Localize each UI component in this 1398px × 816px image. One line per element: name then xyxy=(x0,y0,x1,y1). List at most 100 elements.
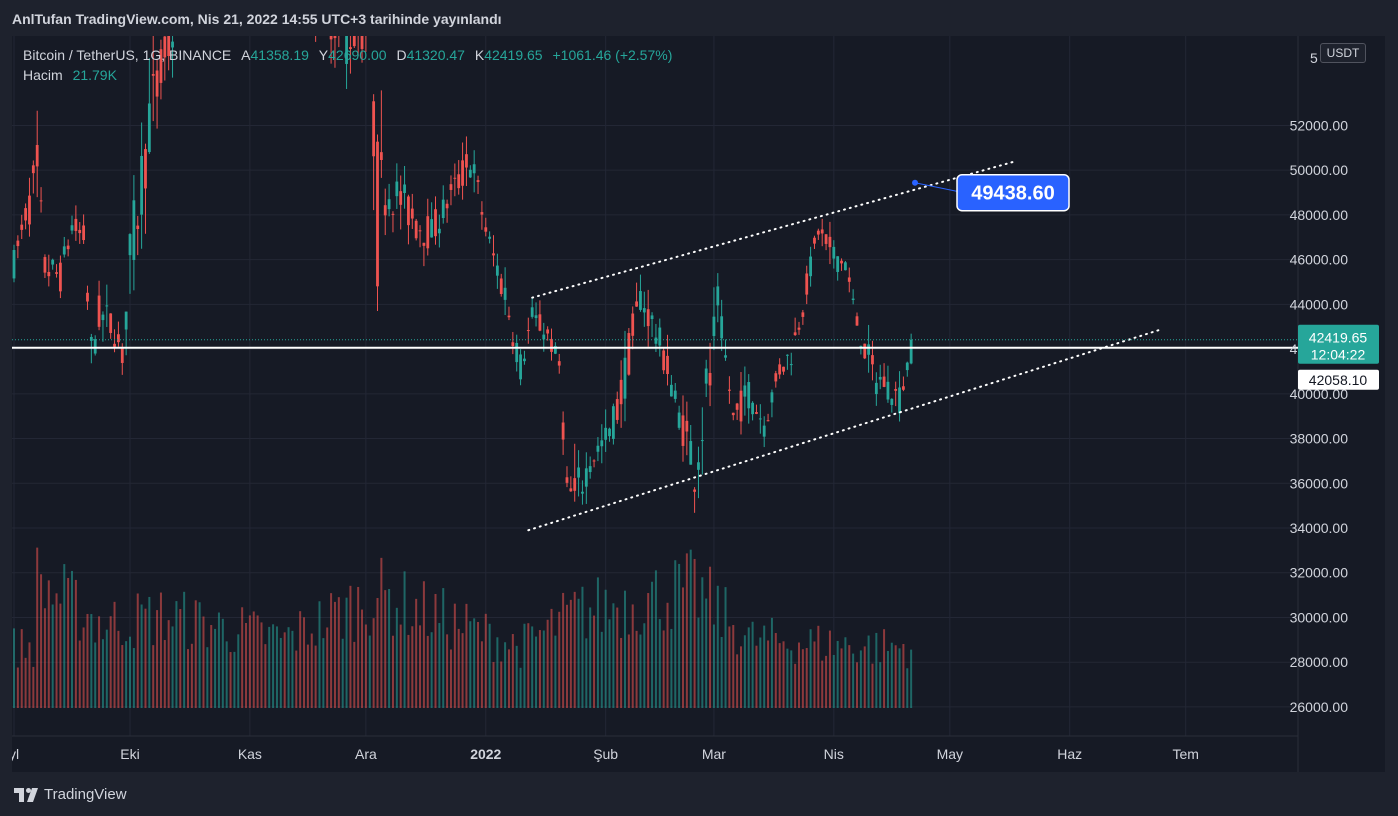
candle-body xyxy=(739,390,743,422)
volume-bar xyxy=(252,611,255,708)
volume-bar xyxy=(306,644,309,708)
candle-body xyxy=(109,313,113,333)
candle-body xyxy=(391,213,395,215)
footer: TradingView xyxy=(0,772,1398,816)
volume-bar xyxy=(32,666,35,708)
volume-bar xyxy=(852,653,855,708)
volume-bar xyxy=(90,614,93,708)
candle-body xyxy=(155,70,159,97)
volume-bar xyxy=(407,634,410,708)
candle-body xyxy=(28,195,31,225)
volume-bar xyxy=(229,652,232,708)
volume-bar xyxy=(778,643,781,708)
candle-body xyxy=(592,460,596,462)
candle-body xyxy=(766,420,770,422)
volume-bar xyxy=(573,591,576,708)
candle-body xyxy=(550,338,553,352)
volume-bar xyxy=(786,648,789,708)
y-tick-label-partial: 5 xyxy=(1310,50,1318,66)
volume-bar xyxy=(426,635,429,708)
candle-body xyxy=(352,36,356,47)
volume-bar xyxy=(78,640,81,708)
tradingview-logo[interactable]: TradingView xyxy=(14,786,127,803)
candle-body xyxy=(147,103,151,153)
volume-bar xyxy=(774,633,777,708)
candle-body xyxy=(128,234,132,256)
volume-bar xyxy=(492,662,495,708)
candle-body xyxy=(31,165,35,174)
lower-channel-line xyxy=(527,327,1164,532)
candle-body xyxy=(120,348,124,363)
volume-bar xyxy=(167,620,170,708)
candle-body xyxy=(662,350,666,371)
volume-bar xyxy=(608,619,611,708)
candle-body xyxy=(499,278,503,294)
volume-bar xyxy=(372,618,375,708)
candle-body xyxy=(144,149,147,189)
volume-bar xyxy=(473,618,476,708)
candle-body xyxy=(874,382,878,395)
price-chart[interactable]: 49438.60 26000.00 28000.00 30000.00 32000.00… xyxy=(12,36,1385,772)
candle-body xyxy=(495,265,499,276)
volume-bar xyxy=(871,663,874,708)
low-value: 41320.47 xyxy=(406,47,465,63)
candle-body xyxy=(584,468,588,487)
volume-bar xyxy=(295,650,298,708)
volume-bar xyxy=(910,649,913,708)
close-key: K xyxy=(474,47,485,63)
candle-body xyxy=(782,366,785,372)
volume-bar xyxy=(117,630,120,708)
volume-bar xyxy=(152,645,155,708)
volume-bar xyxy=(16,667,19,708)
volume-bar xyxy=(105,629,108,708)
volume-bar xyxy=(140,604,143,708)
candle-body xyxy=(507,315,511,318)
chart-area[interactable]: 49438.60 26000.00 28000.00 30000.00 32000.00… xyxy=(12,36,1385,772)
candle-body xyxy=(700,440,704,442)
candle-body xyxy=(820,229,824,234)
volume-bar xyxy=(488,623,491,708)
candle-body xyxy=(97,295,101,327)
volume-bar xyxy=(341,638,344,708)
candle-body xyxy=(117,334,120,343)
volume-bar xyxy=(337,597,340,708)
volume-bar xyxy=(643,623,646,708)
symbol-title[interactable]: Bitcoin / TetherUS, 1G, BINANCE xyxy=(23,47,232,63)
candle-body xyxy=(867,344,871,355)
candle-body xyxy=(666,355,669,375)
candle-body xyxy=(859,345,863,347)
x-tick-label: May xyxy=(937,746,963,762)
candle-body xyxy=(693,489,696,492)
volume-bar xyxy=(716,585,719,708)
volume-bar xyxy=(438,623,441,708)
volume-bar xyxy=(535,636,538,708)
candle-body xyxy=(863,343,867,359)
candle-body xyxy=(805,273,809,295)
candle-body xyxy=(345,36,348,64)
volume-bar xyxy=(519,667,522,708)
currency-button[interactable]: USDT xyxy=(1320,43,1366,63)
volume-bar xyxy=(179,609,182,708)
volume-bar xyxy=(832,654,835,708)
candle-body xyxy=(124,311,128,330)
y-tick-label: 38000.00 xyxy=(1290,431,1349,447)
volume-bar xyxy=(248,615,251,708)
candle-body xyxy=(840,260,843,264)
volume-bar xyxy=(523,623,526,708)
current-price-tag xyxy=(1298,324,1379,364)
candle-body xyxy=(39,200,43,202)
volume-bar xyxy=(264,644,267,708)
candle-body xyxy=(35,144,39,167)
volume-bar xyxy=(291,630,294,708)
candle-body xyxy=(20,224,24,230)
volume-bar xyxy=(399,624,402,708)
volume-bar xyxy=(612,603,615,708)
volume-bar xyxy=(221,618,224,708)
candle-body xyxy=(557,361,561,366)
candle-body xyxy=(511,342,515,347)
volume-bar xyxy=(770,617,773,708)
volume-key[interactable]: Hacim xyxy=(23,67,63,83)
volume-bar xyxy=(639,634,642,708)
candle-body xyxy=(724,355,727,358)
candle-body xyxy=(414,220,418,239)
